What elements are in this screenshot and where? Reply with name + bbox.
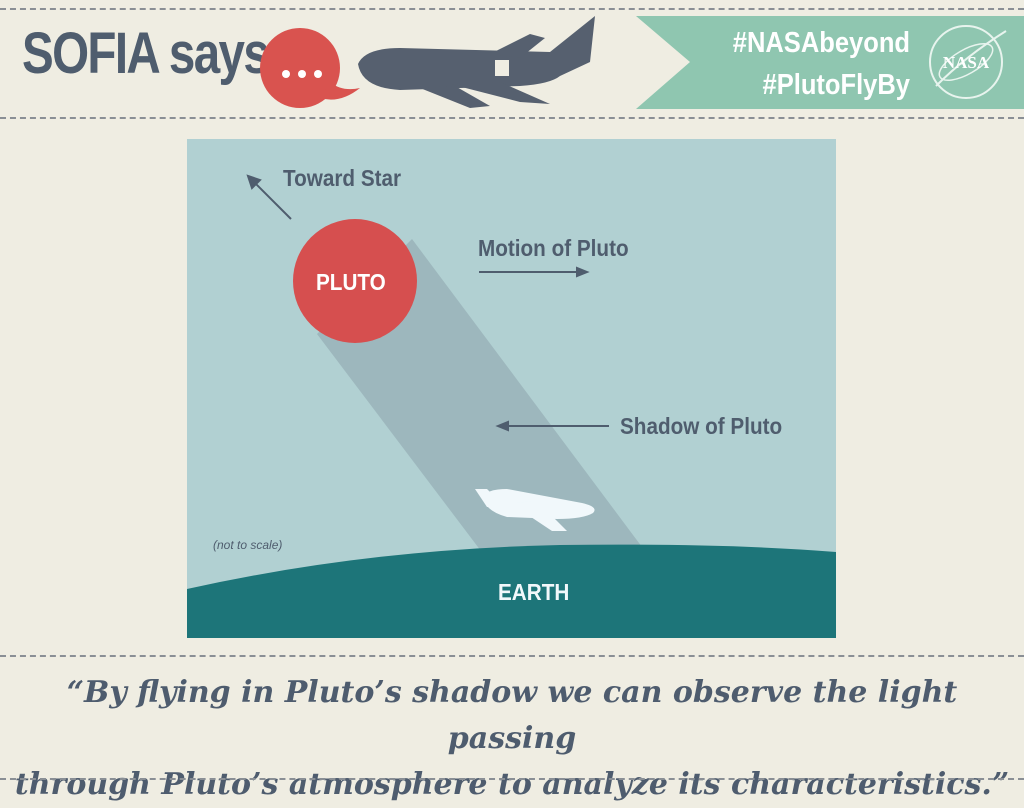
speech-bubble-icon: [260, 28, 360, 108]
quote-line-1: “By flying in Pluto’s shadow we can obse…: [66, 675, 958, 756]
header-graphics: [260, 16, 595, 108]
toward-star-arrow: [252, 180, 292, 220]
occultation-diagram: Toward Star PLUTO Motion of Pluto Shadow…: [187, 139, 836, 638]
hashtag-nasabeyond[interactable]: #NASAbeyond: [732, 27, 910, 59]
header-title: SOFIA says: [22, 21, 270, 86]
toward-star-label: Toward Star: [283, 165, 402, 191]
nasa-logo-icon: NASA: [929, 25, 1007, 99]
nasa-logo-text: NASA: [943, 53, 990, 72]
hashtags: #NASAbeyond #PlutoFlyBy: [725, 22, 910, 106]
hashtag-plutoflyby[interactable]: #PlutoFlyBy: [762, 69, 910, 101]
header-divider: [0, 117, 1024, 119]
pluto-label: PLUTO: [316, 269, 386, 295]
quote-line-2: through Pluto’s atmosphere to analyze it…: [14, 767, 1010, 802]
airplane-icon: [358, 16, 595, 108]
earth-label: EARTH: [498, 579, 570, 605]
pluto-circle: [293, 219, 417, 343]
bottom-divider: [0, 778, 1024, 780]
motion-label: Motion of Pluto: [478, 235, 629, 261]
top-divider: [0, 8, 1024, 10]
quote: “By flying in Pluto’s shadow we can obse…: [0, 670, 1024, 808]
scale-note: (not to scale): [213, 538, 283, 552]
quote-top-divider: [0, 655, 1024, 657]
sofia-airplane-icon: [475, 489, 595, 531]
earth-surface: [187, 544, 836, 638]
hashtag-banner: NASA: [636, 16, 1024, 109]
shadow-label: Shadow of Pluto: [620, 413, 783, 439]
